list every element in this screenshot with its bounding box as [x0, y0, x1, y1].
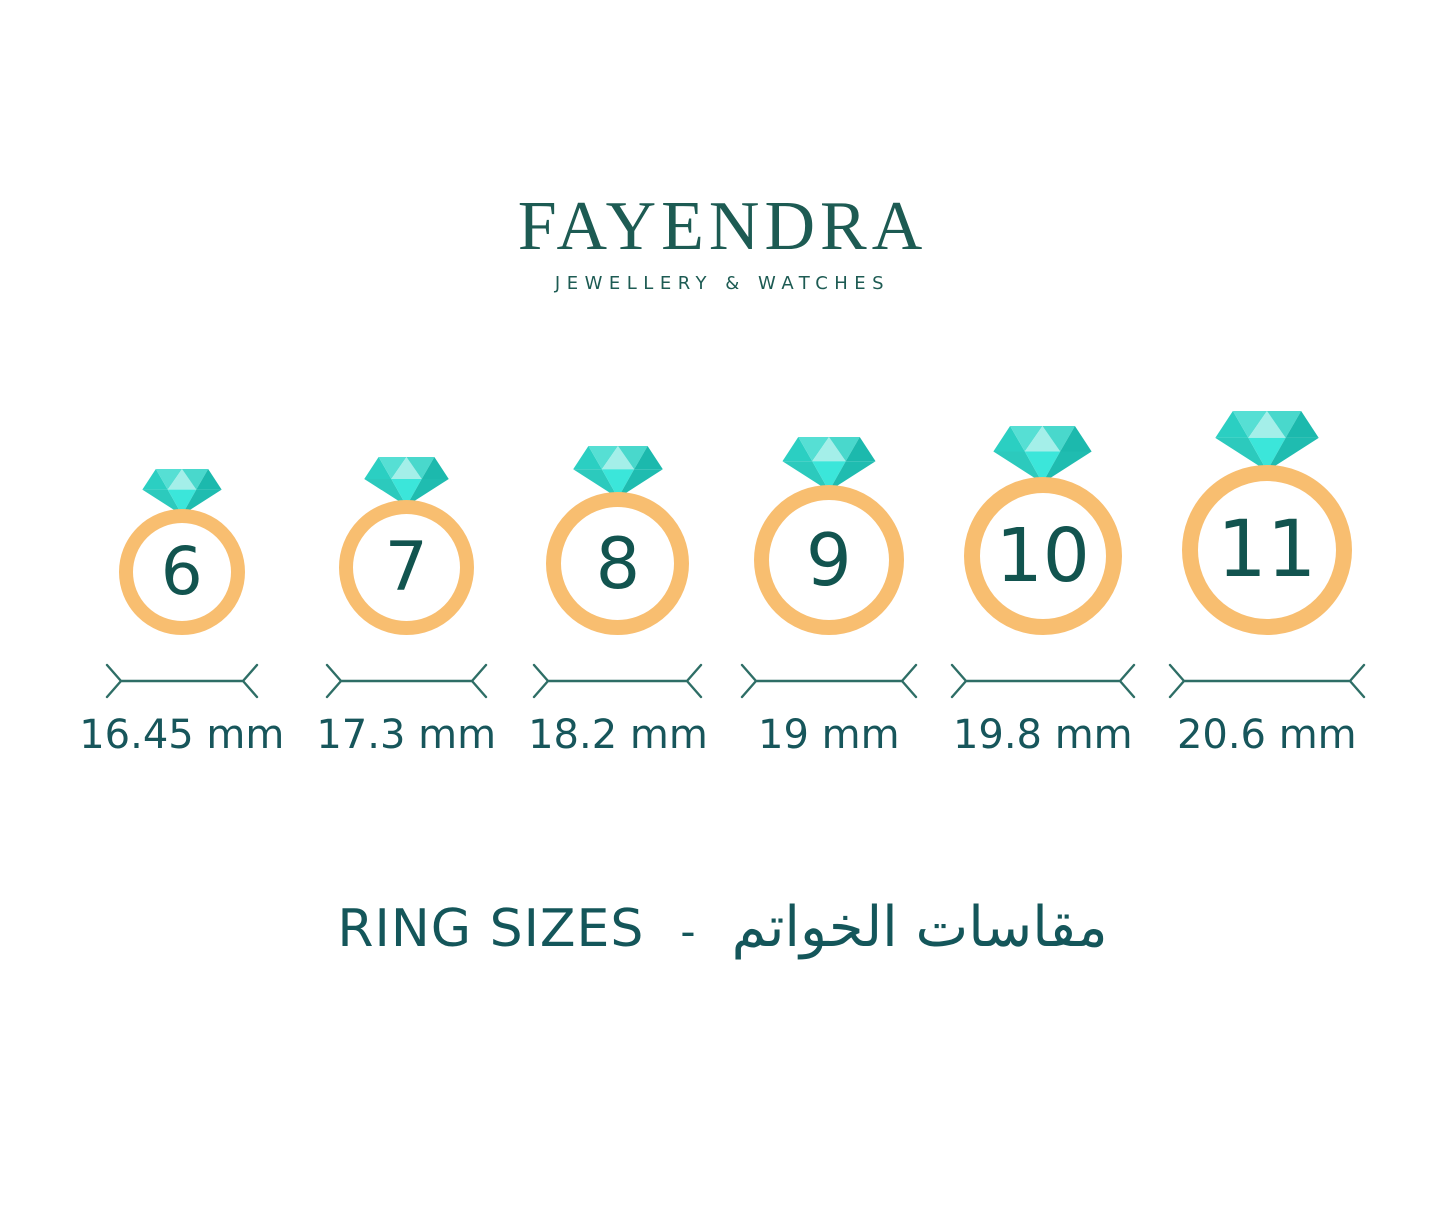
diamond-icon: [993, 426, 1092, 483]
brand-header: FAYENDRA JEWELLERY & WATCHES: [0, 0, 1445, 293]
diameter-label: 17.3 mm: [316, 712, 497, 758]
ring-band: 11: [1181, 465, 1352, 635]
ring-item: 10 19.8 mm: [950, 426, 1136, 759]
diameter-arrow: [105, 663, 258, 699]
ring-item: 8 18.2 mm: [528, 446, 708, 759]
ring-size-number: 7: [384, 527, 428, 607]
chart-title-ar: مقاسات الخواتم: [731, 895, 1108, 960]
ring-band: 10: [963, 477, 1122, 635]
ring-band: 6: [118, 509, 245, 635]
brand-logo: FAYENDRA: [517, 188, 928, 265]
diamond-icon: [782, 437, 876, 491]
diameter-label: 19.8 mm: [952, 712, 1133, 758]
ring-size-number: 6: [160, 533, 203, 610]
diameter-arrow: [950, 663, 1135, 699]
chart-title-en: RING SIZES: [337, 899, 645, 959]
ring-band: 8: [546, 492, 690, 635]
ring-band: 7: [338, 500, 474, 635]
diameter-label: 19 mm: [758, 712, 900, 758]
rings-row: 6 16.45 mm 7 17.3 mm: [0, 411, 1445, 759]
ring-size-number: 8: [595, 522, 641, 605]
ring-item: 6 16.45 mm: [79, 469, 284, 759]
diameter-arrow: [740, 663, 917, 699]
ring-item: 9 19 mm: [740, 437, 918, 759]
chart-title-separator: -: [680, 907, 696, 956]
diamond-icon: [363, 457, 449, 506]
brand-tagline: JEWELLERY & WATCHES: [554, 273, 891, 294]
ring-size-number: 10: [995, 513, 1090, 599]
ring-size-number: 9: [805, 518, 852, 602]
ring-band: 9: [753, 485, 904, 635]
diamond-icon: [573, 446, 663, 498]
diamond-icon: [142, 469, 222, 515]
chart-title: RING SIZES - مقاسات الخواتم: [0, 895, 1445, 960]
diameter-label: 20.6 mm: [1176, 712, 1357, 758]
diameter-label: 18.2 mm: [528, 712, 708, 758]
diameter-arrow: [533, 663, 703, 699]
diameter-arrow: [325, 663, 487, 699]
diameter-label: 16.45 mm: [79, 712, 285, 758]
diamond-icon: [1215, 411, 1319, 471]
ring-item: 7 17.3 mm: [316, 457, 496, 759]
diameter-arrow: [1168, 663, 1365, 699]
ring-size-number: 11: [1217, 505, 1317, 595]
ring-item: 11 20.6 mm: [1168, 411, 1366, 759]
